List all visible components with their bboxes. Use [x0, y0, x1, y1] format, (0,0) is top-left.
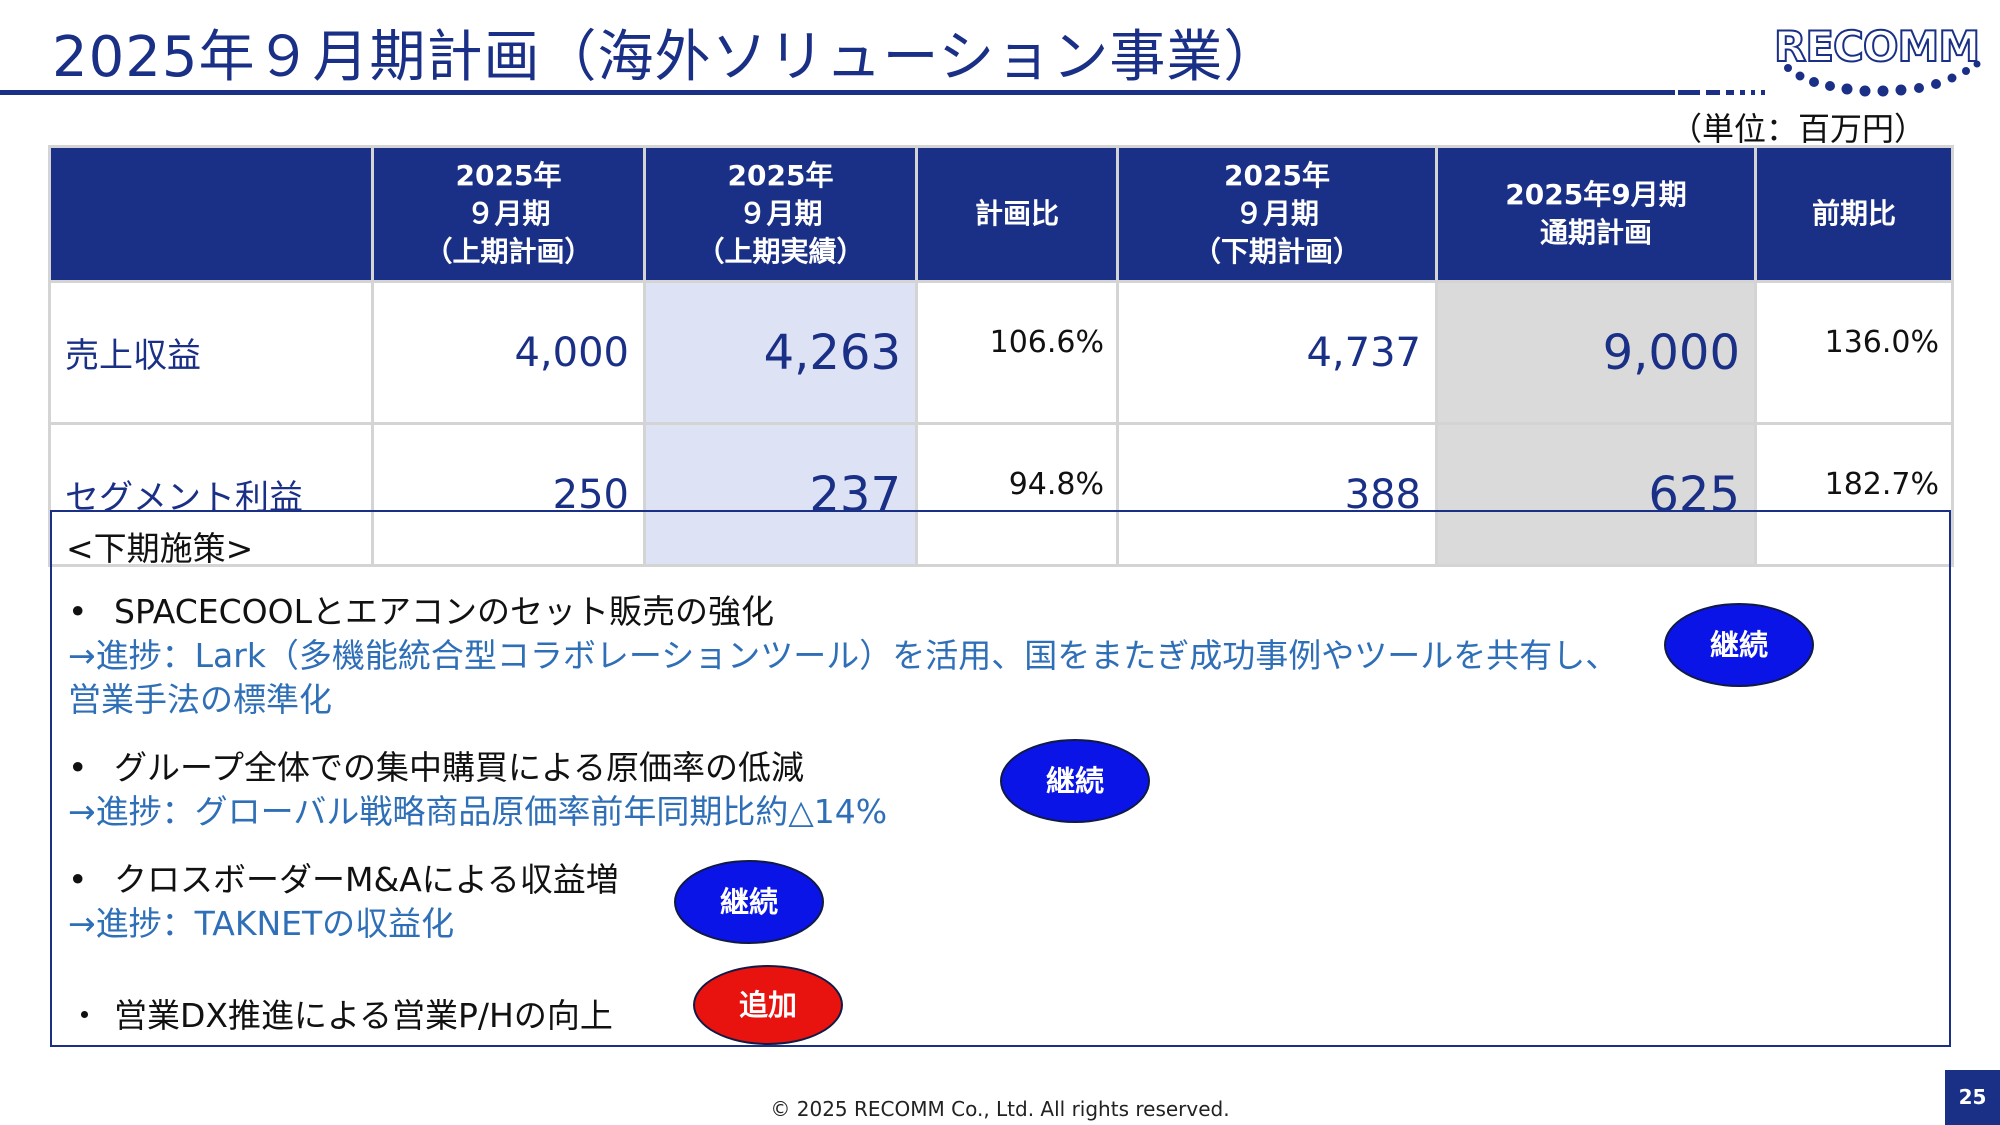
logo-dot-arc [1784, 60, 1981, 97]
cell-h1-plan: 250 [371, 422, 646, 567]
company-logo: RECOMM [1770, 21, 1992, 102]
cell-h2-plan: 388 [1116, 422, 1438, 567]
bullet-marker: • [68, 592, 88, 631]
header-cell-h2-plan: 2025年 ９月期 （下期計画） [1116, 145, 1438, 283]
header-cell-full-year: 2025年9月期 通期計画 [1435, 145, 1757, 283]
cell-full-year: 625 [1435, 422, 1757, 567]
measure-title: • グループ全体での集中購買による原価率の低減 [68, 746, 887, 790]
measure-progress: →進捗：グローバル戦略商品原価率前年同期比約△14% [68, 792, 888, 831]
title-rule-dash [1740, 90, 1745, 95]
measure-progress: →進捗：TAKNETの収益化 [68, 904, 455, 943]
cell-h2-plan: 4,737 [1116, 280, 1438, 425]
cell-yoy: 182.7% [1754, 422, 1954, 567]
title-rule-dash [1706, 90, 1720, 95]
logo-wordmark: RECOMM [1773, 21, 1981, 72]
plan-table: 2025年 ９月期 （上期計画） 2025年 ９月期 （上期実績） 計画比 20… [48, 145, 1954, 567]
cell-plan-ratio: 106.6% [915, 280, 1119, 425]
measure-item: • グループ全体での集中購買による原価率の低減 →進捗：グローバル戦略商品原価率前… [68, 746, 887, 834]
status-badge-continue: 継続 [1000, 739, 1150, 823]
table-row-segment-profit: セグメント利益 250 237 94.8% 388 625 182.7% [48, 422, 1954, 567]
measure-title: • SPACECOOLとエアコンのセット販売の強化 [68, 590, 1618, 634]
page-number: 25 [1945, 1070, 2000, 1125]
cell-full-year: 9,000 [1435, 280, 1757, 425]
header-cell-blank [48, 145, 374, 283]
measure-title: • クロスボーダーM&Aによる収益増 [68, 858, 619, 902]
bullet-marker: • [68, 748, 88, 787]
status-badge-continue: 継続 [1664, 603, 1814, 687]
title-rule-dash [1726, 90, 1734, 95]
second-half-measures-box: <下期施策> • SPACECOOLとエアコンのセット販売の強化 →進捗：Lark… [50, 510, 1951, 1047]
table-row-revenue: 売上収益 4,000 4,263 106.6% 4,737 9,000 136.… [48, 280, 1954, 425]
table-header-row: 2025年 ９月期 （上期計画） 2025年 ９月期 （上期実績） 計画比 20… [48, 145, 1954, 283]
header-cell-plan-ratio: 計画比 [915, 145, 1119, 283]
title-rule-dash [1761, 90, 1765, 95]
cell-h1-actual: 4,263 [643, 280, 918, 425]
unit-label: （単位：百万円） [1670, 110, 1927, 148]
header-cell-yoy: 前期比 [1754, 145, 1954, 283]
measure-item: • クロスボーダーM&Aによる収益増 →進捗：TAKNETの収益化 [68, 858, 619, 946]
status-badge-continue: 継続 [674, 860, 824, 944]
measure-item: ・営業DX推進による営業P/Hの向上 [68, 994, 613, 1038]
slide-title: 2025年９月期計画（海外ソリューション事業） [52, 25, 1281, 90]
row-label: セグメント利益 [48, 422, 374, 567]
measure-item: • SPACECOOLとエアコンのセット販売の強化 →進捗：Lark（多機能統合型… [68, 590, 1618, 722]
header-cell-h1-plan: 2025年 ９月期 （上期計画） [371, 145, 646, 283]
measures-heading: <下期施策> [66, 529, 254, 568]
row-label: 売上収益 [48, 280, 374, 425]
cell-yoy: 136.0% [1754, 280, 1954, 425]
copyright-footer: © 2025 RECOMM Co., Ltd. All rights reser… [770, 1097, 1230, 1121]
title-rule-dash [1751, 90, 1755, 95]
measure-progress: 営業手法の標準化 [68, 680, 332, 719]
cell-plan-ratio: 94.8% [915, 422, 1119, 567]
status-badge-added: 追加 [693, 965, 843, 1045]
header-cell-h1-actual: 2025年 ９月期 （上期実績） [643, 145, 918, 283]
bullet-marker: • [68, 860, 88, 899]
measure-progress: →進捗：Lark（多機能統合型コラボレーションツール）を活用、国をまたぎ成功事例… [68, 636, 1619, 675]
title-rule-dash [1678, 90, 1700, 95]
cell-h1-plan: 4,000 [371, 280, 646, 425]
bullet-marker: ・ [68, 996, 101, 1035]
title-rule [0, 90, 1675, 95]
cell-h1-actual: 237 [643, 422, 918, 567]
measure-title: ・営業DX推進による営業P/Hの向上 [68, 994, 613, 1038]
